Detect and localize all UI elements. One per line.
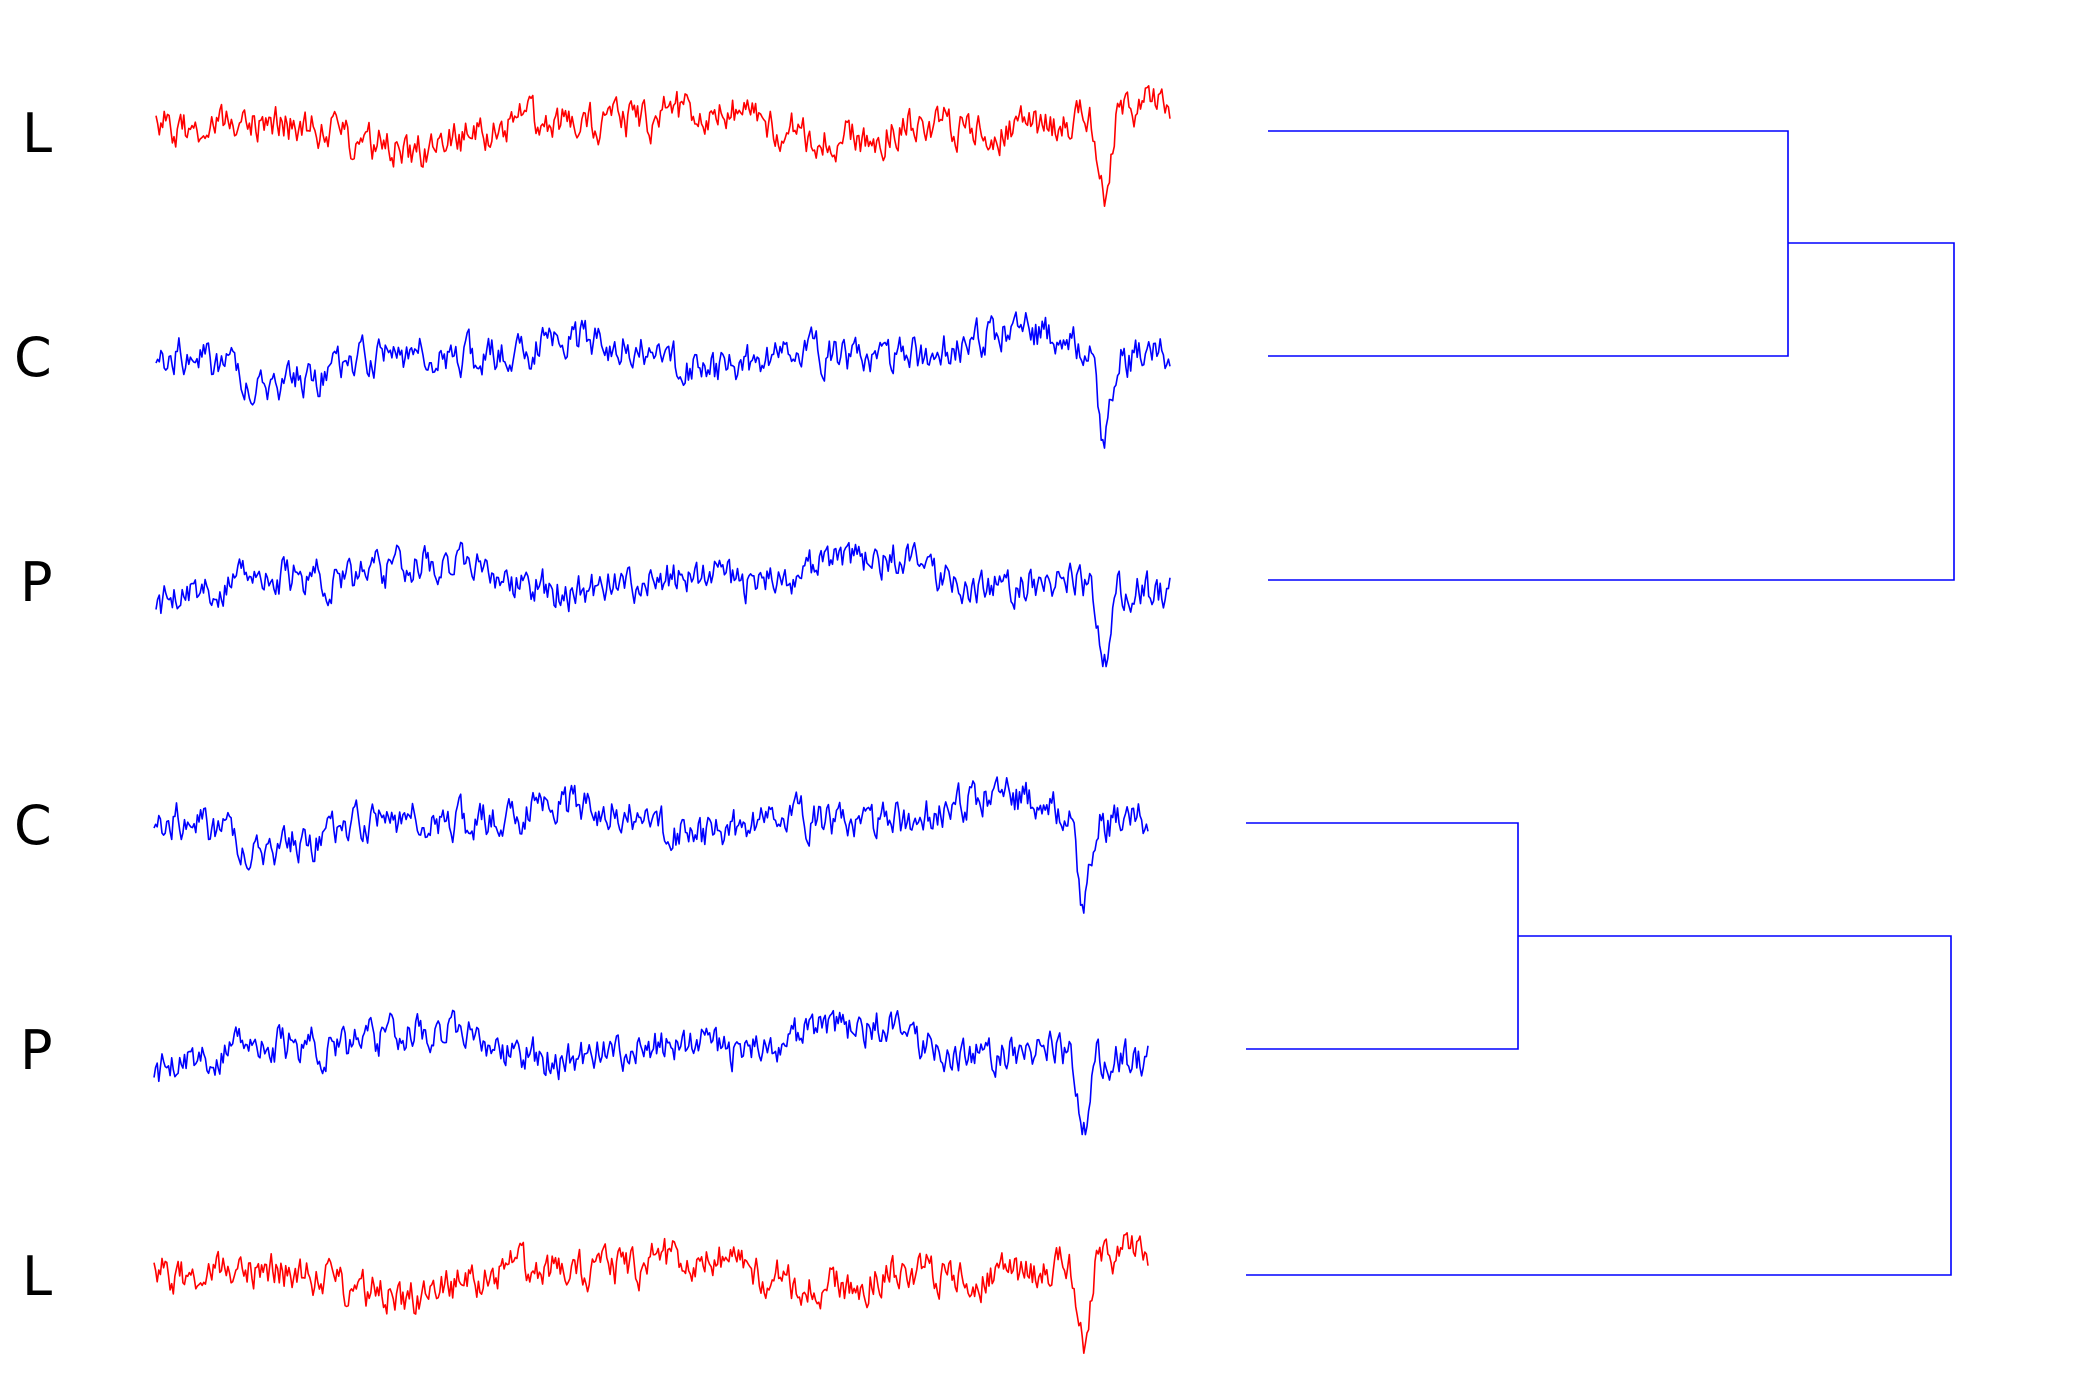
row-label-3: P: [20, 551, 53, 614]
signal-trace-4: [153, 776, 1149, 914]
row-label-6: L: [22, 1245, 52, 1308]
dendrogram-link-outer: [1268, 242, 1955, 581]
dendrogram-link-inner: [1246, 822, 1519, 1050]
dendrogram-link-inner: [1268, 130, 1789, 357]
signal-trace-3: [155, 541, 1171, 668]
row-label-5: P: [20, 1019, 53, 1082]
group-2: C P L: [14, 776, 1952, 1354]
signal-trace-2: [155, 311, 1171, 449]
signal-trace-5: [153, 1009, 1149, 1136]
group-1: L C P: [14, 85, 1955, 668]
dendrogram-2: [1246, 822, 1952, 1276]
row-label-2: C: [14, 326, 52, 389]
signal-trace-1: [155, 85, 1171, 207]
dendrogram-1: [1268, 130, 1955, 581]
dendrogram-link-outer: [1246, 935, 1952, 1276]
signal-trace-6: [153, 1232, 1149, 1354]
row-label-1: L: [22, 102, 52, 165]
row-label-4: C: [14, 794, 52, 857]
